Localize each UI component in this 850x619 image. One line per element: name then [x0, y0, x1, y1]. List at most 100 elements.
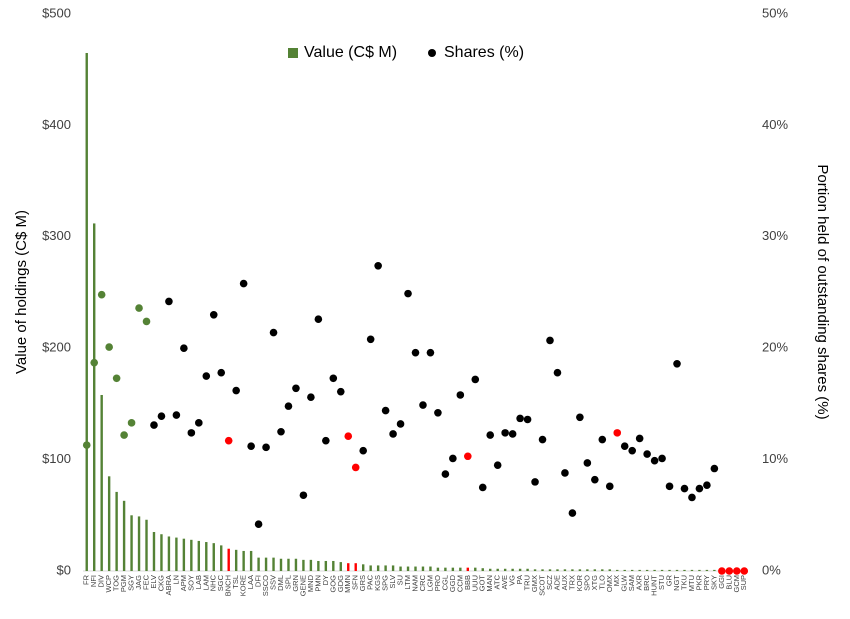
bar	[556, 569, 559, 571]
dot	[359, 446, 367, 455]
dot	[718, 567, 726, 575]
dot	[299, 491, 308, 500]
dot	[553, 368, 562, 377]
dot	[471, 375, 480, 384]
x-tick-label: HUNT	[650, 575, 659, 596]
dot	[195, 419, 203, 427]
bar	[533, 569, 537, 571]
x-tick-label: VG	[508, 575, 517, 586]
bar	[690, 569, 694, 571]
x-tick-label: SCZ	[545, 575, 554, 590]
dot	[576, 413, 584, 422]
bar	[623, 569, 626, 571]
x-tick-label: TKU	[679, 575, 688, 590]
x-tick-label: GENE	[298, 575, 307, 596]
bar	[474, 567, 477, 571]
bar	[713, 569, 716, 571]
x-tick-label: OMX	[605, 575, 614, 592]
bar	[205, 542, 208, 571]
bar	[511, 568, 514, 571]
x-tick-label: BRC	[642, 574, 651, 590]
x-tick-label: LGM	[425, 575, 434, 591]
x-tick-label: SFN	[351, 575, 360, 590]
x-tick-label: PMN	[313, 575, 322, 592]
x-tick-label: TSL	[231, 575, 240, 589]
bar	[466, 567, 470, 571]
dot	[546, 336, 554, 345]
dot	[239, 279, 248, 288]
x-tick-label: CCM	[455, 575, 464, 592]
x-tick-label: JAG	[134, 575, 143, 590]
y-tick-label: $100	[42, 451, 71, 466]
bar	[160, 534, 163, 571]
dot	[351, 463, 360, 472]
dot	[150, 421, 158, 429]
x-tick-label: DIV	[97, 575, 106, 588]
x-tick-label: SGY	[127, 575, 136, 591]
x-tick-label: TRX	[567, 575, 576, 590]
y2-tick-label: 0%	[762, 562, 781, 577]
bar	[571, 569, 574, 571]
bar	[630, 569, 634, 571]
dot	[381, 406, 390, 415]
x-tick-label: ELV	[149, 575, 158, 589]
dot	[725, 567, 734, 575]
x-tick-label: GGI	[717, 575, 726, 589]
bar	[100, 394, 103, 571]
bar	[249, 550, 253, 571]
bar	[586, 569, 589, 571]
dot	[695, 484, 704, 493]
bar	[93, 223, 96, 571]
x-tick-label: TRU	[523, 575, 532, 590]
y2-tick-label: 10%	[762, 451, 788, 466]
x-tick-label: AXR	[635, 574, 644, 590]
dot	[269, 328, 278, 337]
bar	[302, 559, 305, 571]
x-tick-label: KGS	[373, 575, 382, 591]
x-tick-label: LAA	[246, 575, 255, 589]
legend-swatch	[428, 49, 436, 57]
x-tick-label: TOG	[112, 575, 121, 591]
bar	[489, 568, 492, 571]
dot	[434, 409, 442, 417]
bar	[190, 539, 193, 571]
x-tick-label: APM	[179, 575, 188, 591]
bar	[503, 568, 507, 571]
x-tick-label: SLV	[388, 575, 397, 589]
x-tick-label: STU	[657, 575, 666, 590]
bar	[668, 569, 671, 571]
bar	[309, 559, 313, 571]
dot	[165, 297, 173, 306]
x-tick-label: LN	[171, 575, 180, 585]
dot	[732, 567, 741, 575]
x-tick-label: PRO	[433, 575, 442, 591]
dot	[202, 372, 211, 380]
x-tick-label: SSCO	[261, 575, 270, 596]
x-tick-label: MX	[612, 575, 621, 586]
x-tick-label: BBB	[463, 575, 472, 590]
x-tick-label: SU	[396, 575, 405, 585]
dot	[441, 470, 450, 478]
dot	[531, 478, 539, 486]
dot	[740, 567, 749, 575]
dot	[605, 482, 614, 491]
x-tick-label: NHC	[209, 574, 218, 591]
dot	[464, 452, 472, 461]
y-axis-title: Value of holdings (C$ M)	[13, 210, 30, 374]
x-tick-label: SPL	[283, 575, 292, 589]
bar	[526, 568, 529, 571]
dot	[322, 436, 330, 445]
legend-label: Shares (%)	[444, 44, 524, 61]
dot	[561, 469, 569, 477]
bar	[137, 516, 141, 571]
x-tick-label: PAC	[366, 574, 375, 589]
dot	[598, 435, 607, 444]
x-tick-label: NFI	[89, 575, 98, 587]
bar	[175, 537, 178, 571]
bar	[339, 562, 342, 571]
x-tick-label: SSV	[269, 575, 278, 590]
dot	[187, 429, 196, 437]
bar	[347, 563, 350, 571]
x-tick-label: TLO	[597, 575, 606, 590]
dot	[411, 348, 420, 357]
